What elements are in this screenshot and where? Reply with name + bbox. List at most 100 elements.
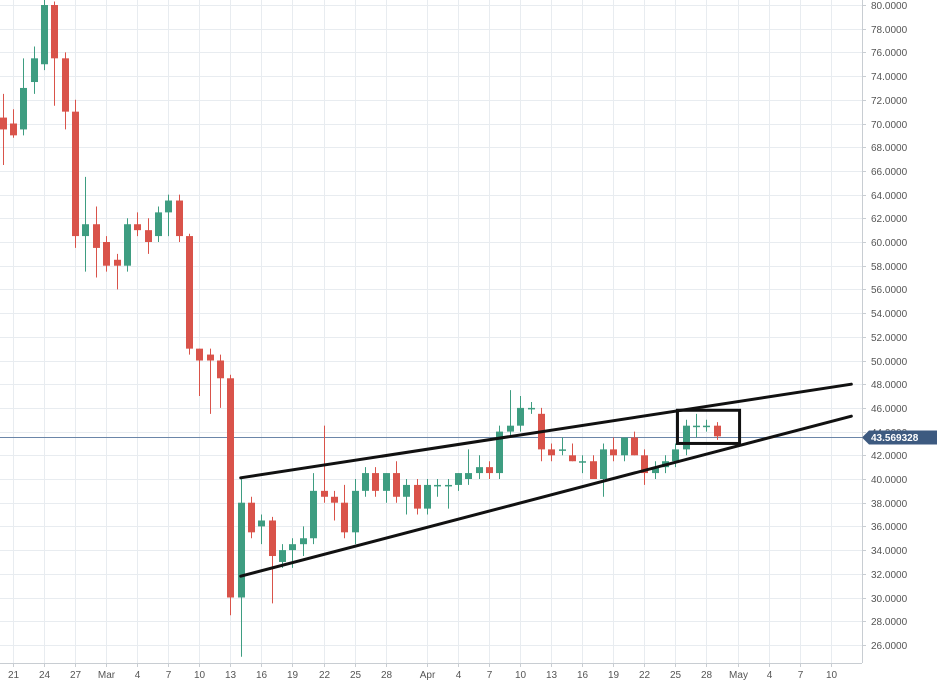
candle	[10, 109, 17, 138]
candle-body	[672, 449, 679, 462]
candle-body	[279, 550, 286, 562]
candle-body	[72, 111, 79, 237]
candle-body	[579, 461, 586, 463]
candle-body	[714, 425, 721, 437]
highlight-box	[675, 408, 742, 445]
candle-body	[31, 58, 38, 83]
candle-body	[445, 484, 452, 487]
candle	[403, 479, 410, 515]
y-tick-label: 26.0000	[871, 641, 908, 652]
x-tick-label: 19	[608, 670, 620, 681]
candle-body	[621, 437, 628, 456]
candle	[269, 516, 276, 604]
candle-body	[455, 473, 462, 485]
x-tick-label: 10	[194, 670, 206, 681]
candle	[507, 390, 514, 438]
y-tick-label: 78.0000	[871, 25, 908, 36]
candle	[227, 374, 234, 616]
candle-body	[372, 473, 379, 491]
candle	[517, 396, 524, 432]
candle	[238, 479, 245, 657]
candle-body	[600, 449, 607, 479]
candle-body	[103, 242, 110, 266]
candle	[155, 206, 162, 242]
candle-body	[631, 437, 638, 456]
y-tick-label: 80.0000	[871, 1, 908, 12]
candle-body	[393, 473, 400, 497]
x-tick-label: 4	[135, 670, 141, 681]
candle-body	[331, 496, 338, 503]
x-tick-label: 7	[166, 670, 172, 681]
x-tick-label: 19	[287, 670, 299, 681]
candle-body	[41, 5, 48, 65]
x-tick-label: 7	[487, 670, 493, 681]
upper-trendline	[239, 382, 853, 480]
x-tick-label: 25	[670, 670, 682, 681]
y-tick-label: 66.0000	[871, 167, 908, 178]
y-tick-label: 46.0000	[871, 404, 908, 415]
candle-body	[424, 484, 431, 509]
candle-body	[145, 230, 152, 242]
x-tick-label: 24	[39, 670, 51, 681]
candle-body	[683, 425, 690, 450]
x-tick-label: 13	[546, 670, 558, 681]
candle-body	[289, 544, 296, 551]
candle	[414, 479, 421, 515]
candle-body	[362, 473, 369, 491]
candle	[331, 490, 338, 521]
candle-body	[476, 467, 483, 474]
candle	[258, 514, 265, 545]
candle	[455, 473, 462, 491]
candle	[145, 218, 152, 254]
candle-body	[486, 467, 493, 474]
candle-body	[10, 123, 17, 136]
current-price-label: 43.569328	[871, 433, 919, 444]
candle	[621, 437, 628, 462]
candle-body	[155, 212, 162, 237]
candle-body	[403, 484, 410, 497]
current-price-tag-bg	[862, 430, 937, 445]
candle	[683, 419, 690, 456]
y-tick-label: 36.0000	[871, 522, 908, 533]
y-tick-label: 30.0000	[871, 594, 908, 605]
candle-body	[517, 407, 524, 426]
candle	[165, 194, 172, 237]
candle-body	[196, 348, 203, 361]
candle-body	[114, 259, 121, 266]
x-tick-label: 10	[515, 670, 527, 681]
candle-body	[434, 484, 441, 487]
candle	[486, 461, 493, 479]
candle-body	[134, 224, 141, 231]
x-tick-label: 28	[701, 670, 713, 681]
candle-body	[300, 538, 307, 545]
candle-body	[217, 360, 224, 379]
candle-body	[321, 490, 328, 497]
candle	[424, 479, 431, 515]
candle	[114, 253, 121, 290]
candle	[714, 422, 721, 440]
y-tick-label: 68.0000	[871, 143, 908, 154]
candle	[341, 484, 348, 539]
candle	[0, 93, 7, 165]
x-tick-label: 27	[70, 670, 82, 681]
candle-body	[238, 502, 245, 598]
candle	[372, 467, 379, 497]
candle	[383, 473, 390, 503]
candles	[0, 0, 721, 657]
candle-body	[51, 5, 58, 59]
y-tick-label: 70.0000	[871, 120, 908, 131]
candle	[72, 99, 79, 248]
y-tick-label: 54.0000	[871, 309, 908, 320]
x-tick-label: 7	[798, 670, 804, 681]
candle	[641, 449, 648, 485]
candle-body	[652, 467, 659, 474]
y-tick-label: 60.0000	[871, 238, 908, 249]
x-tick-label: 4	[767, 670, 773, 681]
candle	[693, 413, 700, 438]
x-tick-label: May	[729, 670, 748, 681]
candle-body	[569, 455, 576, 462]
x-axis-panel	[0, 663, 862, 688]
candle	[590, 455, 597, 479]
candle-body	[248, 502, 255, 533]
candle	[41, 0, 48, 71]
